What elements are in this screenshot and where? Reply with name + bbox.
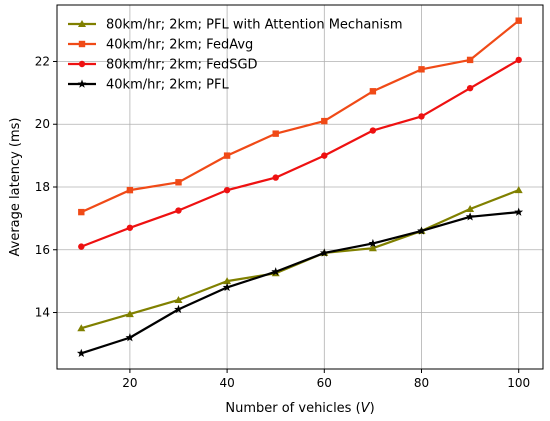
y-tick-label: 16 xyxy=(35,243,50,257)
data-point xyxy=(515,56,522,64)
legend-label: 40km/hr; 2km; FedAvg xyxy=(106,38,253,53)
data-point xyxy=(466,204,475,212)
data-point xyxy=(272,130,279,137)
data-point xyxy=(78,243,85,250)
data-point xyxy=(369,88,377,95)
data-point xyxy=(223,186,231,194)
data-point xyxy=(418,66,425,73)
data-point xyxy=(368,238,378,248)
data-point xyxy=(319,248,329,257)
data-point xyxy=(175,207,182,214)
data-point xyxy=(466,56,474,64)
y-tick-label: 14 xyxy=(35,306,50,320)
data-point xyxy=(417,226,426,235)
x-axis-label: Number of vehicles (V) xyxy=(225,401,374,416)
data-point xyxy=(125,333,135,342)
x-tick-label: 40 xyxy=(219,376,234,390)
legend-entry: 40km/hr; 2km; PFL xyxy=(68,78,230,93)
data-point xyxy=(174,304,183,314)
data-point xyxy=(272,174,279,181)
legend-marker xyxy=(78,20,86,27)
legend-entry: 80km/hr; 2km; FedSGD xyxy=(68,58,258,73)
y-tick-label: 20 xyxy=(35,117,50,131)
x-tick-label: 80 xyxy=(414,376,429,390)
data-point xyxy=(465,212,475,221)
tick-layer: 20 40 60 80 100 14 16 18 20 22 xyxy=(35,54,530,390)
series-line xyxy=(80,189,520,330)
data-point xyxy=(321,152,328,159)
legend-label: 80km/hr; 2km; PFL with Attention Mechani… xyxy=(106,18,403,33)
data-point xyxy=(321,117,328,125)
data-point xyxy=(514,207,524,216)
data-point xyxy=(77,324,86,332)
legend-marker xyxy=(77,79,87,88)
data-point xyxy=(368,244,377,252)
data-point xyxy=(125,310,134,318)
legend-marker xyxy=(78,40,86,48)
x-tick-label: 100 xyxy=(507,376,530,390)
x-axis-label-prefix: Number of vehicles ( xyxy=(225,401,360,416)
legend-entry: 40km/hr; 2km; FedAvg xyxy=(68,38,253,53)
x-tick-label: 20 xyxy=(122,376,137,390)
data-point xyxy=(222,282,232,292)
series-line xyxy=(80,58,520,248)
data-point xyxy=(369,127,377,134)
x-tick-label: 60 xyxy=(317,376,332,390)
x-axis-label-suffix: ) xyxy=(370,401,375,416)
data-point xyxy=(514,186,523,194)
data-point xyxy=(174,295,183,303)
series-4 xyxy=(76,207,524,358)
legend-entry: 80km/hr; 2km; PFL with Attention Mechani… xyxy=(68,18,403,33)
data-point xyxy=(418,113,425,120)
y-axis-label: Average latency (ms) xyxy=(8,118,23,257)
legend-label: 40km/hr; 2km; PFL xyxy=(106,78,230,93)
legend-marker xyxy=(78,60,86,68)
legend-label: 80km/hr; 2km; FedSGD xyxy=(106,58,258,73)
y-tick-label: 22 xyxy=(35,54,50,68)
data-point xyxy=(76,348,86,358)
legend: 80km/hr; 2km; PFL with Attention Mechani… xyxy=(68,18,403,93)
data-point xyxy=(126,186,134,194)
data-point xyxy=(78,208,85,216)
series-line xyxy=(80,211,519,355)
series-1 xyxy=(77,186,523,332)
data-point xyxy=(126,224,134,231)
series-3 xyxy=(78,56,522,250)
data-point xyxy=(175,179,182,186)
data-point xyxy=(271,267,281,276)
series-2 xyxy=(78,17,522,216)
data-point xyxy=(223,152,231,159)
series-line xyxy=(80,19,520,214)
data-point xyxy=(223,277,232,285)
series-layer xyxy=(76,17,524,358)
data-point xyxy=(466,84,474,92)
data-point xyxy=(515,17,522,24)
y-tick-label: 18 xyxy=(35,180,50,194)
x-axis-label-variable: V xyxy=(361,401,371,416)
